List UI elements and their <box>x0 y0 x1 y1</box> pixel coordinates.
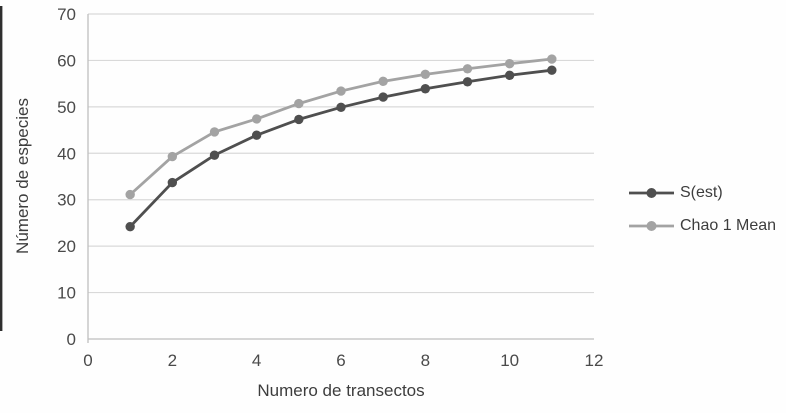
x-tick-label-12: 12 <box>585 351 604 370</box>
data-point-s-est-x6 <box>336 102 346 113</box>
gridlines <box>88 13 594 294</box>
x-tick-label-8: 8 <box>421 351 430 370</box>
data-point-s-est-x1 <box>125 221 135 232</box>
x-tick-label-10: 10 <box>500 351 519 370</box>
legend-label-chao1mean: Chao 1 Mean <box>680 217 777 234</box>
data-series <box>125 54 557 232</box>
data-point-chao-1-mean-x3 <box>209 127 220 137</box>
data-point-chao-1-mean-x1 <box>125 189 135 200</box>
y-tick-label-0: 0 <box>67 330 76 349</box>
y-tick-label-30: 30 <box>57 191 76 210</box>
data-point-s-est-x4 <box>251 130 262 140</box>
x-tick-label-6: 6 <box>336 351 345 370</box>
y-tick-label-70: 70 <box>57 5 76 24</box>
y-tick-label-10: 10 <box>57 284 76 303</box>
data-point-s-est-x3 <box>209 150 220 160</box>
chao1-mean-line-marker-swatch <box>629 221 674 231</box>
data-point-chao-1-mean-x2 <box>167 151 178 162</box>
data-point-s-est-x9 <box>462 77 473 87</box>
data-point-s-est-x2 <box>167 177 178 188</box>
y-tick-labels: 0 10 20 30 40 50 60 70 <box>57 5 76 349</box>
legend-swatch-marker <box>646 221 657 231</box>
data-point-chao-1-mean-x10 <box>504 58 515 69</box>
y-axis-title: Número de especies <box>13 98 32 254</box>
data-point-s-est-x7 <box>378 92 388 102</box>
data-point-chao-1-mean-x7 <box>378 76 388 87</box>
data-point-chao-1-mean-x4 <box>251 114 262 124</box>
data-point-chao-1-mean-x6 <box>336 86 346 96</box>
x-axis-title: Numero de transectos <box>257 381 424 400</box>
y-tick-label-50: 50 <box>57 98 76 117</box>
y-tick-label-20: 20 <box>57 237 76 256</box>
data-point-chao-1-mean-x5 <box>294 98 304 109</box>
data-point-s-est-x10 <box>504 70 515 80</box>
y-tick-label-60: 60 <box>57 51 76 70</box>
y-tick-label-40: 40 <box>57 144 76 163</box>
x-tick-label-2: 2 <box>168 351 177 370</box>
legend-item-sest: S(est) <box>628 183 776 203</box>
data-point-s-est-x5 <box>294 114 304 125</box>
x-tick-labels: 0 2 4 6 8 10 12 <box>83 351 603 370</box>
data-point-s-est-x11 <box>547 65 557 75</box>
data-point-chao-1-mean-x9 <box>462 64 473 74</box>
data-point-s-est-x8 <box>420 84 431 94</box>
chart-legend: S(est) Chao 1 Mean <box>628 183 776 236</box>
legend-label-sest: S(est) <box>680 184 723 201</box>
legend-item-chao1mean: Chao 1 Mean <box>628 216 776 236</box>
axes <box>87 14 594 343</box>
legend-swatch-marker <box>646 188 657 198</box>
data-point-chao-1-mean-x8 <box>420 69 431 80</box>
data-point-chao-1-mean-x11 <box>547 54 557 64</box>
x-tick-label-4: 4 <box>252 351 261 370</box>
sest-line-marker-swatch <box>629 188 674 198</box>
x-tick-label-0: 0 <box>83 351 92 370</box>
